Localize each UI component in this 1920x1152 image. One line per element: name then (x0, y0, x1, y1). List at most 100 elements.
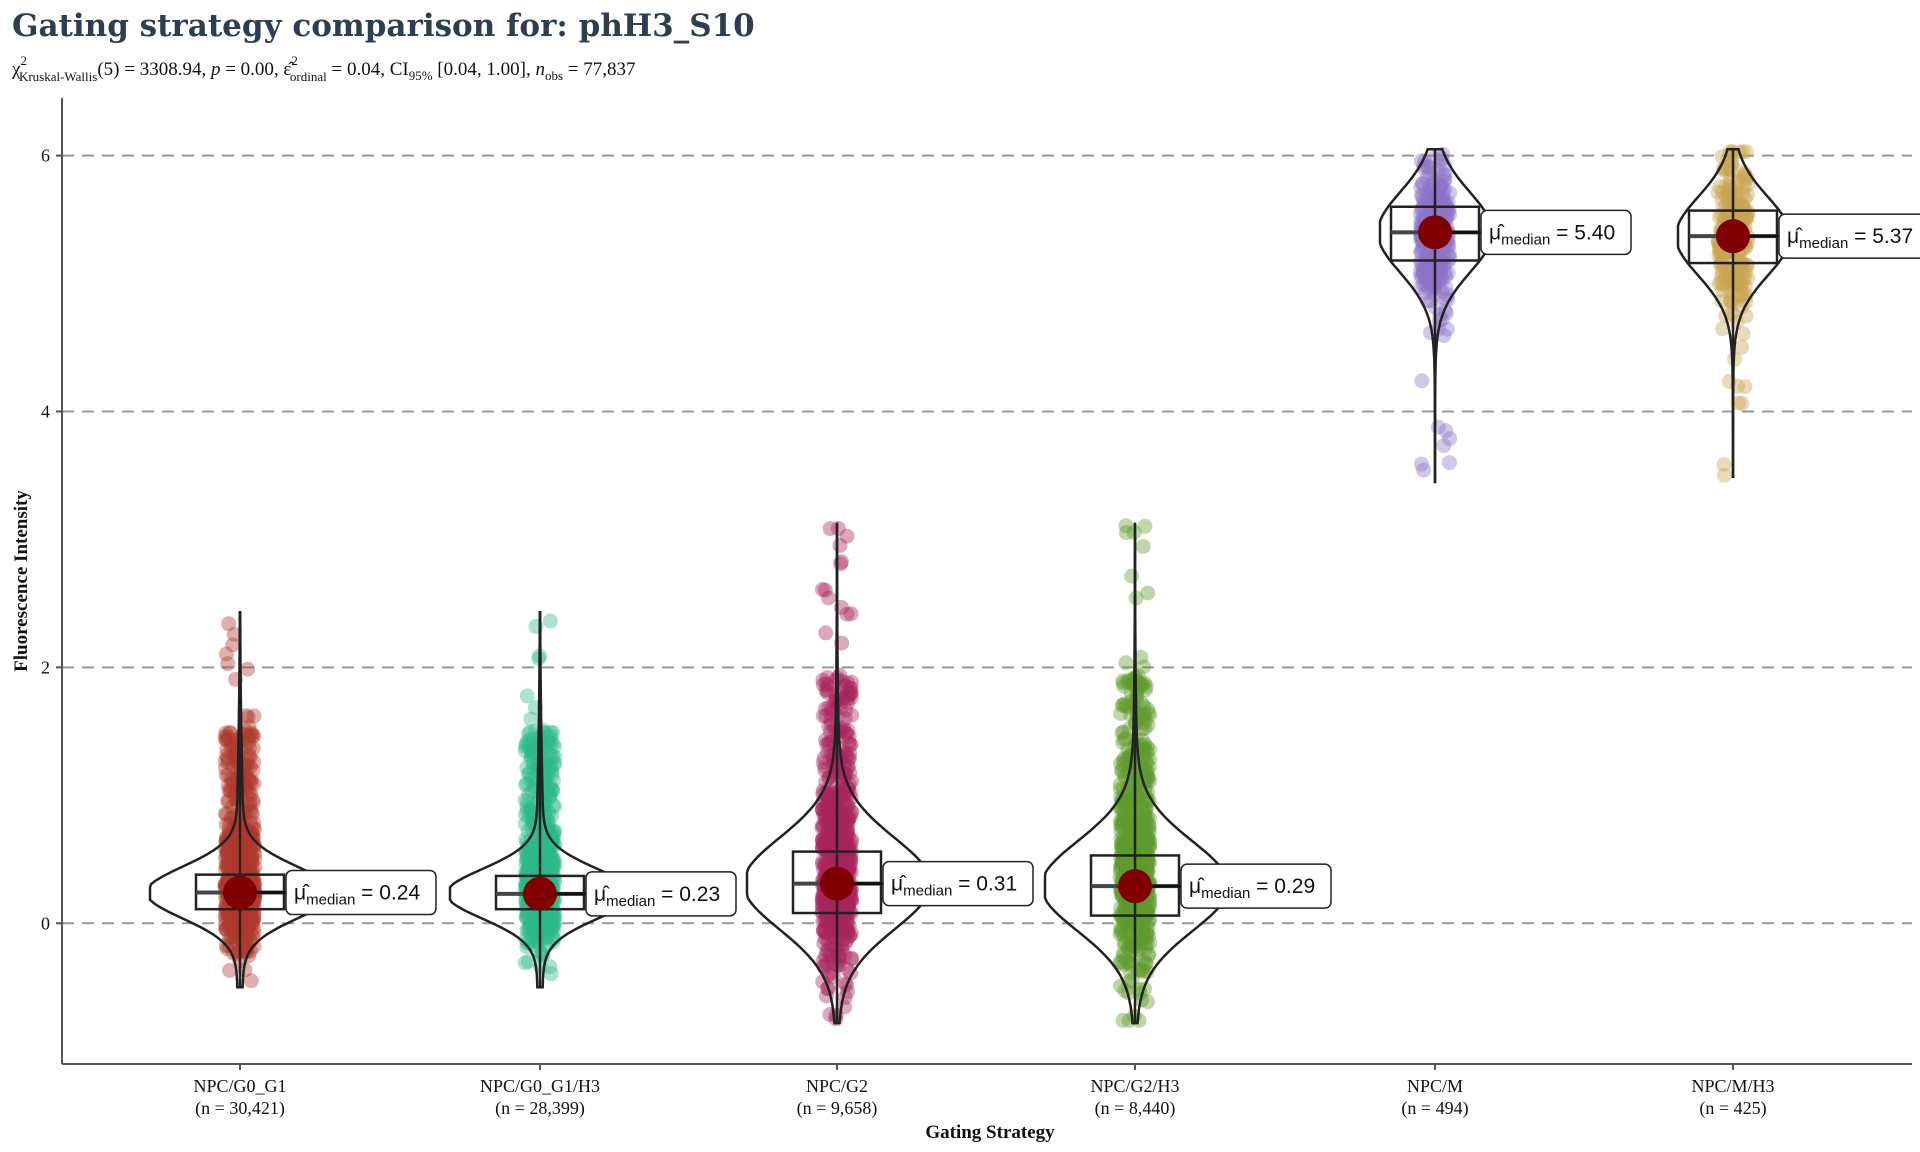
data-point (840, 853, 856, 869)
data-point (1141, 839, 1157, 855)
data-point (1739, 257, 1755, 273)
data-point (542, 912, 558, 928)
data-point (1121, 800, 1137, 816)
data-point (1413, 280, 1429, 296)
data-point (244, 852, 259, 868)
data-point (222, 840, 238, 856)
data-point (517, 816, 533, 832)
data-point (1115, 855, 1131, 871)
data-point (817, 948, 833, 964)
data-point (1113, 756, 1129, 772)
data-point (1715, 321, 1730, 337)
data-point (1116, 901, 1132, 917)
median-dot (1716, 219, 1750, 254)
data-point (1434, 178, 1450, 193)
data-point (544, 856, 560, 871)
data-point (542, 907, 558, 923)
data-point (1740, 177, 1756, 193)
data-point (239, 846, 254, 862)
data-point (1436, 438, 1452, 454)
data-point (1718, 270, 1734, 286)
data-point (1141, 793, 1157, 809)
data-point (230, 848, 246, 864)
data-point (534, 845, 550, 861)
data-point (545, 917, 561, 933)
data-point (1125, 842, 1141, 858)
data-point (1713, 274, 1729, 290)
data-point (1117, 900, 1133, 916)
data-point (541, 842, 557, 858)
data-point (1124, 568, 1140, 584)
data-point (840, 685, 856, 701)
data-point (1113, 954, 1129, 970)
data-point (518, 739, 534, 755)
data-point (1737, 172, 1753, 188)
data-point (1125, 832, 1141, 848)
chart-subtitle: χ2 Kruskal-Wallis(5) = 3308.94, p = 0.00,… (11, 53, 635, 84)
data-point (225, 737, 241, 753)
data-point (1113, 794, 1129, 810)
data-point (1137, 707, 1152, 723)
data-point (544, 914, 560, 929)
data-point (1126, 822, 1142, 838)
data-point (225, 912, 241, 928)
data-point (540, 734, 556, 750)
data-point (220, 860, 236, 876)
data-point (1135, 926, 1151, 941)
data-point (820, 816, 836, 832)
data-point (224, 862, 240, 878)
x-tick-label: NPC/G2 (806, 1076, 868, 1096)
data-point (1113, 817, 1129, 833)
data-point (843, 857, 858, 873)
data-point (1417, 268, 1433, 283)
data-point (242, 759, 258, 775)
data-point (839, 815, 855, 831)
data-point (218, 732, 234, 748)
data-point (1115, 811, 1131, 827)
data-point (1723, 155, 1739, 171)
data-point (1710, 184, 1726, 200)
data-point (245, 763, 261, 778)
data-point (1120, 809, 1136, 825)
data-point (1141, 899, 1157, 915)
data-point (840, 924, 856, 940)
data-point (238, 849, 254, 865)
x-tick-label: NPC/M (1407, 1076, 1463, 1096)
data-point (1138, 823, 1154, 839)
data-point (839, 749, 855, 765)
data-point (1141, 928, 1157, 944)
data-point (1121, 835, 1136, 851)
data-point (1426, 261, 1441, 277)
data-point (524, 784, 540, 799)
data-point (1413, 244, 1428, 260)
data-point (519, 803, 535, 819)
data-point (822, 786, 838, 801)
data-point (524, 847, 540, 863)
data-point (1114, 792, 1130, 807)
data-point (1139, 926, 1155, 942)
data-point (1738, 210, 1754, 226)
data-point (1421, 280, 1437, 296)
data-point (838, 935, 853, 951)
violin-outline (448, 611, 632, 989)
data-point (831, 948, 847, 964)
data-point (219, 844, 235, 860)
data-point (524, 858, 540, 874)
data-point (1734, 286, 1750, 302)
data-point (835, 781, 850, 797)
data-point (823, 907, 839, 923)
data-point (1135, 964, 1151, 980)
data-point (240, 709, 256, 725)
data-point (547, 799, 562, 815)
data-point (521, 786, 537, 802)
violins (148, 147, 1790, 1025)
data-point (814, 832, 830, 847)
data-point (1420, 159, 1436, 175)
data-point (233, 827, 249, 843)
data-point (1136, 826, 1152, 842)
data-point (525, 855, 540, 871)
data-point (243, 973, 259, 989)
data-point (1117, 835, 1133, 851)
data-point (838, 899, 854, 915)
data-point (1138, 801, 1154, 817)
